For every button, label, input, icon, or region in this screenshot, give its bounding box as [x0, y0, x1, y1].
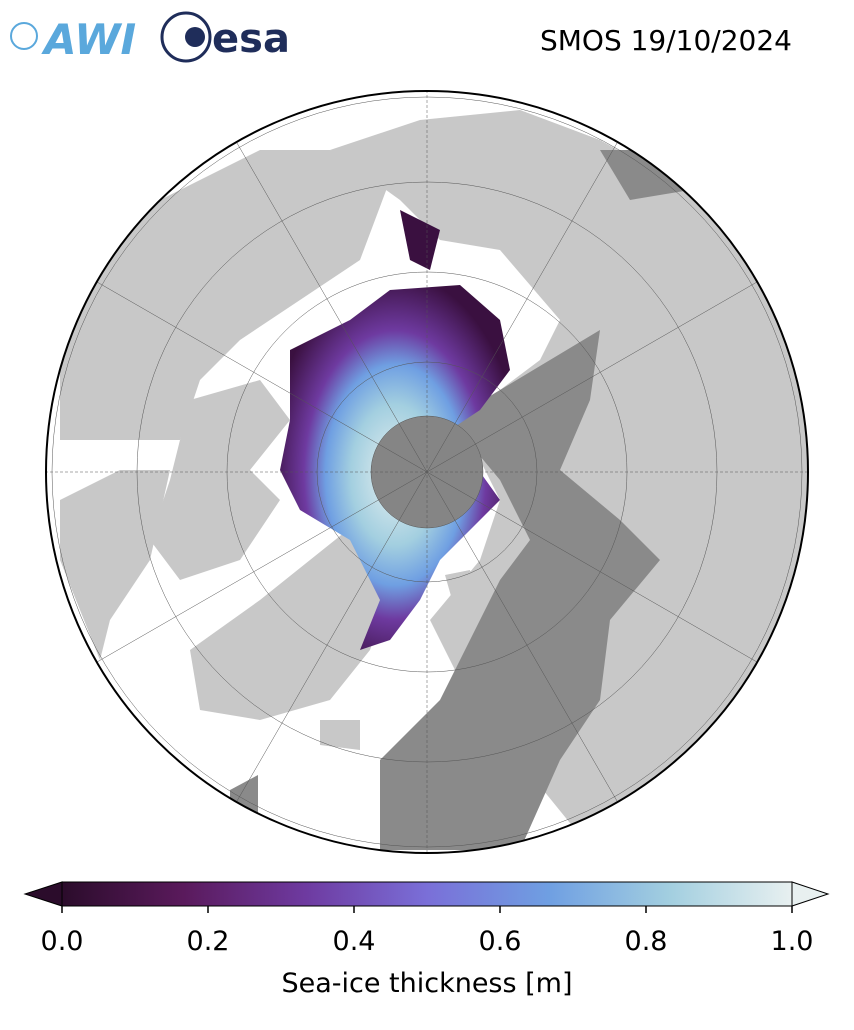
colorbar-extend-low: [23, 881, 63, 907]
colorbar-bar: [61, 881, 793, 907]
graticule: [46, 91, 808, 853]
logo-awi-text: AWI: [41, 15, 136, 64]
logo-esa-text: esa: [212, 16, 290, 62]
title: SMOS 19/10/2024: [540, 24, 792, 57]
colorbar-tick-label: 0.6: [479, 926, 522, 957]
colorbar-label: Sea-ice thickness [m]: [281, 968, 572, 999]
map: [46, 91, 808, 853]
colorbar: Sea-ice thickness [m] 0.0 0.2 0.4 0.6 0.8 1.0: [23, 881, 830, 999]
logo-esa: esa: [160, 11, 290, 63]
colorbar-tick-label: 0.8: [625, 926, 668, 957]
colorbar-tick-label: 0.0: [41, 926, 84, 957]
colorbar-tick-label: 1.0: [771, 926, 814, 957]
logo-awi: AWI: [10, 15, 136, 64]
colorbar-tick-label: 0.4: [333, 926, 376, 957]
colorbar-tick-label: 0.2: [187, 926, 230, 957]
colorbar-extend-high: [791, 881, 830, 907]
map-border: [45, 90, 809, 854]
